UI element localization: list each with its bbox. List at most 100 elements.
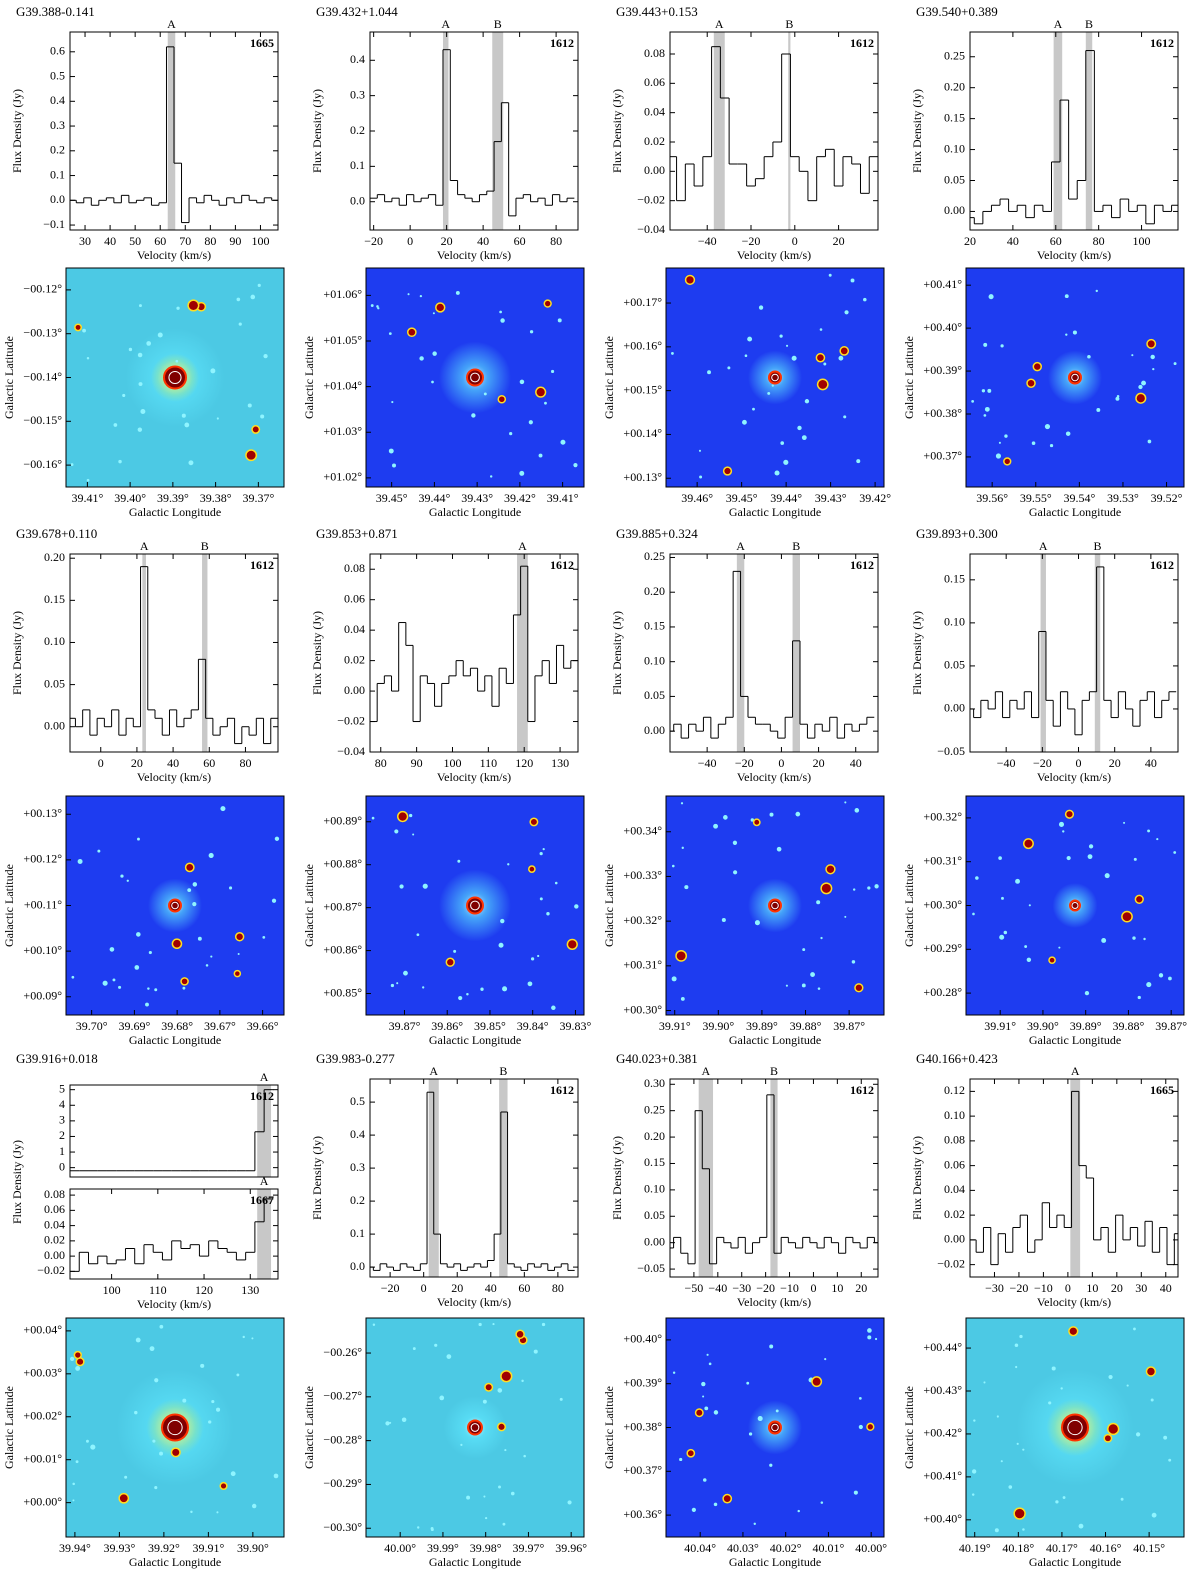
star <box>509 431 513 436</box>
star <box>984 406 990 412</box>
star <box>466 1495 471 1500</box>
plot-frame <box>69 1188 279 1280</box>
y-tick-label: 0.20 <box>44 550 65 564</box>
star <box>422 986 425 989</box>
star <box>542 848 545 851</box>
star <box>973 1419 976 1422</box>
y-tick-label: +00.87° <box>323 899 362 913</box>
star <box>148 950 152 955</box>
sky-image <box>366 268 584 487</box>
x-tick-label: 0 <box>421 1281 427 1295</box>
x-tick-label: 110 <box>149 1283 167 1297</box>
star <box>863 297 867 302</box>
x-tick-label: 40.01° <box>813 1541 845 1555</box>
x-tick-label: −10 <box>780 1281 799 1295</box>
y-axis-label: Flux Density (Jy) <box>310 611 324 695</box>
star <box>1168 1458 1172 1462</box>
star <box>844 801 847 804</box>
x-tick-label: 39.45° <box>726 491 758 505</box>
y-tick-label: 0.05 <box>644 688 665 702</box>
y-tick-label: 0.20 <box>944 79 965 93</box>
bright-star <box>1068 1326 1079 1337</box>
star <box>112 978 116 982</box>
bright-star <box>251 425 261 434</box>
x-tick-label: 39.69° <box>118 1019 150 1033</box>
star <box>137 837 140 841</box>
star <box>1173 362 1177 366</box>
y-tick-label: +00.41° <box>923 1469 962 1483</box>
star <box>192 902 197 907</box>
star <box>983 414 987 417</box>
star <box>370 304 374 307</box>
target-source <box>466 896 484 915</box>
y-tick-label: +00.41° <box>923 277 962 291</box>
star <box>672 1371 676 1374</box>
x-tick-label: 39.90° <box>237 1541 269 1555</box>
star <box>140 409 146 415</box>
bright-star <box>1135 392 1147 404</box>
y-tick-label: 0.4 <box>50 93 65 107</box>
y-tick-label: −00.14° <box>23 369 62 383</box>
star <box>795 811 801 817</box>
y-tick-label: +00.32° <box>623 913 662 927</box>
star <box>783 459 789 465</box>
x-axis-label: Galactic Longitude <box>129 1555 221 1569</box>
star <box>385 1421 390 1426</box>
y-tick-label: −0.04 <box>637 222 665 236</box>
image-frame <box>365 267 585 488</box>
x-tick-label: 20 <box>451 1281 463 1295</box>
star <box>802 948 806 952</box>
target-marker <box>470 372 480 383</box>
x-tick-label: 39.46° <box>681 491 713 505</box>
x-tick-label: 80 <box>1093 234 1105 248</box>
range-label: B <box>770 1064 778 1078</box>
star <box>1014 1343 1019 1347</box>
star <box>1062 830 1065 833</box>
star <box>432 312 435 315</box>
star <box>412 1347 416 1351</box>
y-axis-label: Flux Density (Jy) <box>910 89 924 173</box>
bright-star <box>528 865 536 873</box>
sky-image <box>66 268 284 487</box>
star <box>1147 439 1152 444</box>
x-axis-label: Galactic Longitude <box>1029 1033 1121 1047</box>
star <box>412 833 415 836</box>
star <box>407 293 410 296</box>
star <box>530 957 535 961</box>
star <box>1049 443 1054 448</box>
y-tick-label: 0.3 <box>350 87 365 101</box>
y-tick-label: 0.15 <box>44 592 65 606</box>
x-tick-label: 20 <box>131 756 143 770</box>
bright-star <box>866 1422 875 1431</box>
target-source <box>768 370 782 385</box>
star <box>182 1398 187 1403</box>
x-tick-label: 39.89° <box>746 1019 778 1033</box>
star <box>981 389 986 393</box>
x-tick-label: 40 <box>485 1281 497 1295</box>
y-axis-label: Flux Density (Jy) <box>10 89 24 173</box>
sky-image <box>666 796 884 1015</box>
y-tick-label: 0.15 <box>644 619 665 633</box>
y-tick-label: 0.00 <box>944 203 965 217</box>
y-tick-label: 0.04 <box>344 622 365 636</box>
transition-label: 1612 <box>250 1089 274 1103</box>
star <box>776 846 782 852</box>
x-tick-label: 39.38° <box>200 491 232 505</box>
star <box>135 1337 141 1343</box>
x-axis-label: Velocity (km/s) <box>137 248 211 262</box>
star <box>120 874 124 878</box>
star <box>844 310 849 315</box>
x-tick-label: 90 <box>411 756 423 770</box>
star <box>1015 878 1020 884</box>
bright-star <box>675 949 688 962</box>
star <box>519 470 525 476</box>
star <box>182 986 186 990</box>
y-tick-label: 0.5 <box>50 68 65 82</box>
star <box>557 318 562 323</box>
star <box>983 1381 986 1384</box>
star <box>824 1358 827 1361</box>
star <box>388 332 392 336</box>
x-axis-label: Galactic Longitude <box>429 1033 521 1047</box>
star <box>971 399 975 403</box>
star <box>498 942 504 948</box>
